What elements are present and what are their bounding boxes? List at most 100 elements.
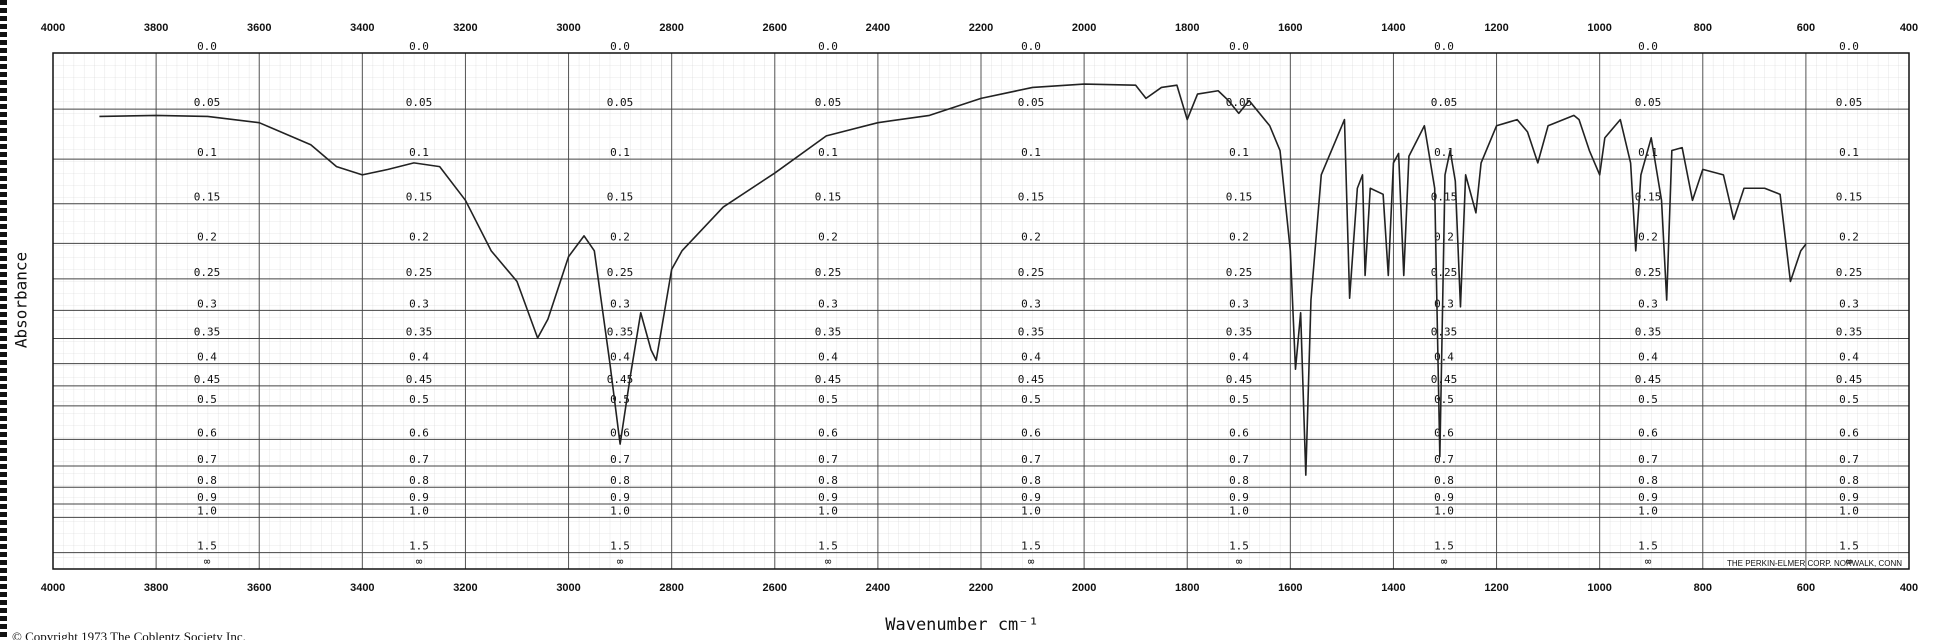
y-tick-label: 0.8 xyxy=(409,474,429,487)
y-tick-label: 0.05 xyxy=(1431,96,1458,109)
y-tick-label: 0.15 xyxy=(607,191,634,204)
y-tick-label: 0.3 xyxy=(1839,297,1859,310)
y-tick-label: 1.0 xyxy=(1229,504,1249,517)
y-tick-label: 0.5 xyxy=(409,393,429,406)
y-tick-label: 0.4 xyxy=(818,351,838,364)
y-tick-label: 0.3 xyxy=(1638,297,1658,310)
y-tick-label: 0.0 xyxy=(1229,40,1249,53)
x-tick-label-top: 3800 xyxy=(144,22,168,34)
y-tick-label: 0.05 xyxy=(406,96,433,109)
x-tick-label: 2200 xyxy=(969,582,993,594)
y-tick-label: 0.5 xyxy=(818,393,838,406)
y-tick-label: 0.7 xyxy=(409,453,429,466)
y-tick-label: 0.9 xyxy=(610,491,630,504)
y-tick-label: 0.6 xyxy=(1638,426,1658,439)
y-tick-label: 0.5 xyxy=(1229,393,1249,406)
y-tick-label: 1.0 xyxy=(1021,504,1041,517)
y-tick-label: 1.5 xyxy=(409,540,429,553)
x-tick-label-top: 2800 xyxy=(659,22,683,34)
x-tick-label: 400 xyxy=(1900,582,1918,594)
y-tick-label: 0.4 xyxy=(197,351,217,364)
x-tick-label: 3000 xyxy=(556,582,580,594)
y-tick-label: 0.4 xyxy=(1638,351,1658,364)
y-tick-label: 0.9 xyxy=(1021,491,1041,504)
y-tick-label: 0.8 xyxy=(1229,474,1249,487)
y-tick-label: 0.1 xyxy=(409,146,429,159)
y-tick-label: 0.35 xyxy=(1836,326,1863,339)
y-tick-label: 0.8 xyxy=(610,474,630,487)
y-tick-label: 0.9 xyxy=(1638,491,1658,504)
y-tick-label: 0.15 xyxy=(1836,191,1863,204)
y-tick-label: 0.05 xyxy=(1018,96,1045,109)
y-tick-label: 1.5 xyxy=(1638,540,1658,553)
y-tick-label: 0.05 xyxy=(1635,96,1662,109)
plot-frame xyxy=(52,52,1910,570)
y-tick-label: 0.25 xyxy=(1635,266,1662,279)
x-tick-label: 1400 xyxy=(1381,582,1405,594)
x-tick-label: 3600 xyxy=(247,582,271,594)
y-tick-label: 0.35 xyxy=(406,326,433,339)
y-tick-label: 0.8 xyxy=(197,474,217,487)
x-tick-label-top: 3400 xyxy=(350,22,374,34)
y-tick-label: 0.45 xyxy=(607,373,634,386)
x-tick-label: 1800 xyxy=(1175,582,1199,594)
y-tick-label: 1.5 xyxy=(1021,540,1041,553)
y-tick-label: 0.6 xyxy=(409,426,429,439)
x-tick-label-top: 400 xyxy=(1900,22,1918,34)
y-infinity-label: ∞ xyxy=(617,555,624,568)
y-tick-label: 0.25 xyxy=(1018,266,1045,279)
y-infinity-label: ∞ xyxy=(1441,555,1448,568)
y-tick-label: 0.0 xyxy=(610,40,630,53)
y-tick-label: 0.4 xyxy=(1839,351,1859,364)
x-tick-label: 800 xyxy=(1694,582,1712,594)
y-tick-label: 0.5 xyxy=(1839,393,1859,406)
y-tick-label: 0.1 xyxy=(610,146,630,159)
y-tick-label: 0.35 xyxy=(1431,326,1458,339)
y-tick-label: 0.35 xyxy=(1018,326,1045,339)
y-tick-label: 0.5 xyxy=(197,393,217,406)
y-tick-label: 0.2 xyxy=(1229,230,1249,243)
y-tick-label: 0.7 xyxy=(1434,453,1454,466)
y-tick-label: 0.6 xyxy=(1839,426,1859,439)
y-axis-label: Absorbance xyxy=(12,252,31,348)
y-tick-label: 0.3 xyxy=(1229,297,1249,310)
x-tick-label-top: 800 xyxy=(1694,22,1712,34)
y-tick-label: 0.2 xyxy=(1839,230,1859,243)
x-tick-label-top: 1800 xyxy=(1175,22,1199,34)
y-tick-label: 0.4 xyxy=(1021,351,1041,364)
y-tick-label: 0.6 xyxy=(1229,426,1249,439)
y-tick-label: 0.1 xyxy=(818,146,838,159)
y-tick-label: 0.0 xyxy=(1434,40,1454,53)
y-tick-label: 0.5 xyxy=(1021,393,1041,406)
y-tick-label: 1.0 xyxy=(409,504,429,517)
y-tick-label: 0.1 xyxy=(197,146,217,159)
y-tick-label: 0.4 xyxy=(1229,351,1249,364)
x-tick-label: 4000 xyxy=(41,582,65,594)
y-tick-label: 1.0 xyxy=(197,504,217,517)
y-infinity-label: ∞ xyxy=(1028,555,1035,568)
y-tick-label: 0.3 xyxy=(1434,297,1454,310)
y-tick-label: 1.0 xyxy=(1839,504,1859,517)
y-tick-label: 0.25 xyxy=(815,266,842,279)
spectrum-line xyxy=(99,83,1807,476)
y-tick-label: 0.45 xyxy=(1836,373,1863,386)
y-tick-label: 0.3 xyxy=(409,297,429,310)
y-infinity-label: ∞ xyxy=(1846,555,1853,568)
x-tick-label: 3400 xyxy=(350,582,374,594)
y-tick-label: 0.2 xyxy=(197,230,217,243)
y-tick-label: 0.25 xyxy=(194,266,221,279)
y-tick-label: 1.5 xyxy=(1229,540,1249,553)
y-tick-label: 0.4 xyxy=(610,351,630,364)
y-tick-label: 0.25 xyxy=(1226,266,1253,279)
y-tick-label: 0.45 xyxy=(194,373,221,386)
y-tick-label: 0.2 xyxy=(1638,230,1658,243)
x-tick-label-top: 1200 xyxy=(1484,22,1508,34)
x-tick-label-top: 1000 xyxy=(1587,22,1611,34)
y-tick-label: 0.0 xyxy=(1839,40,1859,53)
y-tick-label: 0.2 xyxy=(1021,230,1041,243)
y-tick-label: 0.6 xyxy=(1434,426,1454,439)
x-tick-label-top: 2400 xyxy=(866,22,890,34)
x-tick-label: 600 xyxy=(1797,582,1815,594)
y-tick-label: 0.8 xyxy=(818,474,838,487)
